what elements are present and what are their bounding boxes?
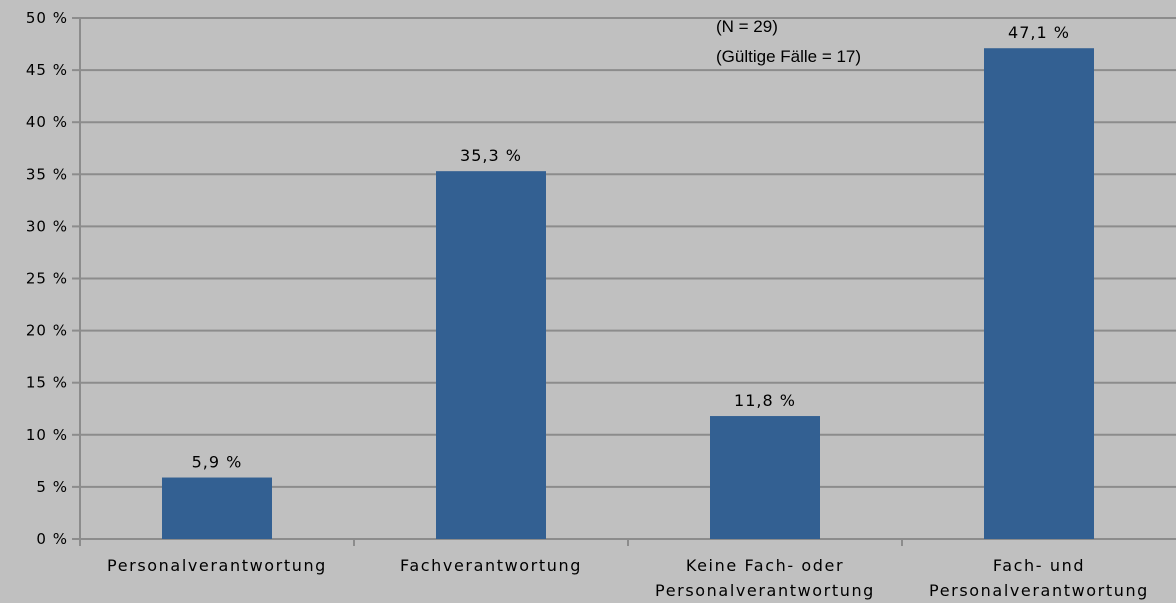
bars — [162, 48, 1094, 540]
y-tick-label: 40 % — [26, 113, 68, 131]
annotation-sample-size: (N = 29) — [716, 17, 778, 36]
x-tick-label: Keine Fach- oder — [686, 556, 844, 575]
y-tick-label: 50 % — [26, 9, 68, 27]
bar — [162, 477, 272, 539]
x-tick-label: Personalverantwortung — [655, 581, 875, 600]
y-tick-label: 45 % — [26, 61, 68, 79]
y-tick-label: 10 % — [26, 426, 68, 444]
y-tick-label: 35 % — [26, 165, 68, 183]
y-tick-label: 15 % — [26, 374, 68, 392]
y-tick-label: 20 % — [26, 322, 68, 340]
y-tick-label: 25 % — [26, 270, 68, 288]
data-label: 5,9 % — [192, 453, 243, 472]
bar — [436, 171, 546, 539]
y-tick-label: 5 % — [36, 478, 68, 496]
labels: 0 % 5 % 10 % 15 % 20 % 25 % 30 % 35 % 40 % 45 % 50… — [26, 9, 1149, 600]
bar — [710, 416, 820, 539]
y-tick-label: 0 % — [36, 530, 68, 548]
gridlines — [80, 17, 1176, 488]
data-label: 47,1 % — [1008, 23, 1070, 42]
bar — [984, 48, 1094, 540]
data-label: 35,3 % — [460, 146, 522, 165]
data-label: 11,8 % — [734, 391, 796, 410]
x-tick-label: Personalverantwortung — [107, 556, 327, 575]
x-tick-label: Fach- und — [993, 556, 1085, 575]
x-tick-label: Fachverantwortung — [400, 556, 582, 575]
y-tick-label: 30 % — [26, 217, 68, 235]
annotation-valid-cases: (Gültige Fälle = 17) — [716, 47, 861, 66]
x-tick-label: Personalverantwortung — [929, 581, 1149, 600]
